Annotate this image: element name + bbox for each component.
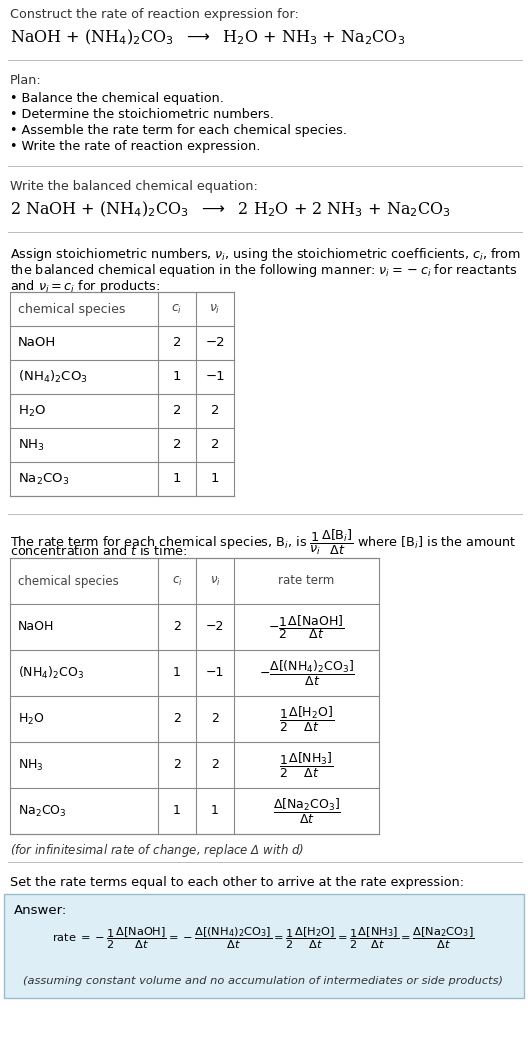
Text: rate $= -\dfrac{1}{2}\dfrac{\Delta[\mathrm{NaOH}]}{\Delta t} = -\dfrac{\Delta[(\: rate $= -\dfrac{1}{2}\dfrac{\Delta[\math… <box>52 926 474 951</box>
Text: $\mathrm{H_2O}$: $\mathrm{H_2O}$ <box>18 404 46 418</box>
Text: $-\dfrac{1}{2}\dfrac{\Delta[\mathrm{NaOH}]}{\Delta t}$: $-\dfrac{1}{2}\dfrac{\Delta[\mathrm{NaOH… <box>268 613 345 641</box>
Text: $\mathrm{Na_2CO_3}$: $\mathrm{Na_2CO_3}$ <box>18 472 69 486</box>
Text: 2: 2 <box>173 620 181 634</box>
Text: 1: 1 <box>173 666 181 680</box>
Text: • Balance the chemical equation.: • Balance the chemical equation. <box>10 92 224 105</box>
Text: $\mathrm{NH_3}$: $\mathrm{NH_3}$ <box>18 437 45 453</box>
Text: −2: −2 <box>205 337 225 349</box>
Text: $\mathrm{H_2O}$: $\mathrm{H_2O}$ <box>18 711 45 727</box>
Text: • Write the rate of reaction expression.: • Write the rate of reaction expression. <box>10 140 260 153</box>
Text: $\mathrm{Na_2CO_3}$: $\mathrm{Na_2CO_3}$ <box>18 803 67 819</box>
Text: $\nu_i$: $\nu_i$ <box>209 574 220 588</box>
Text: 2: 2 <box>211 758 219 772</box>
Text: Construct the rate of reaction expression for:: Construct the rate of reaction expressio… <box>10 8 299 21</box>
Text: 2: 2 <box>173 405 181 417</box>
Text: −1: −1 <box>205 370 225 384</box>
Text: Answer:: Answer: <box>14 904 67 917</box>
Bar <box>10 558 379 834</box>
Text: • Determine the stoichiometric numbers.: • Determine the stoichiometric numbers. <box>10 108 274 121</box>
Text: the balanced chemical equation in the following manner: $\nu_i = -c_i$ for react: the balanced chemical equation in the fo… <box>10 262 517 279</box>
Text: $c_i$: $c_i$ <box>172 574 182 588</box>
Text: 2: 2 <box>211 438 219 452</box>
Text: NaOH: NaOH <box>18 620 55 634</box>
Text: 2: 2 <box>173 438 181 452</box>
Text: $(\mathrm{NH_4})_2\mathrm{CO_3}$: $(\mathrm{NH_4})_2\mathrm{CO_3}$ <box>18 369 88 385</box>
Text: 2: 2 <box>211 405 219 417</box>
Text: concentration and $t$ is time:: concentration and $t$ is time: <box>10 544 188 558</box>
Text: 1: 1 <box>173 473 181 485</box>
Text: 1: 1 <box>173 804 181 818</box>
Text: The rate term for each chemical species, B$_i$, is $\dfrac{1}{\nu_i}\dfrac{\Delt: The rate term for each chemical species,… <box>10 528 517 558</box>
Text: rate term: rate term <box>278 574 334 588</box>
Bar <box>10 292 234 496</box>
FancyBboxPatch shape <box>4 894 524 998</box>
Text: chemical species: chemical species <box>18 302 126 316</box>
Text: $\dfrac{\Delta[\mathrm{Na_2CO_3}]}{\Delta t}$: $\dfrac{\Delta[\mathrm{Na_2CO_3}]}{\Delt… <box>272 796 340 825</box>
Text: $\nu_i$: $\nu_i$ <box>209 302 220 316</box>
Text: 2: 2 <box>173 712 181 726</box>
Text: −2: −2 <box>206 620 224 634</box>
Text: $c_i$: $c_i$ <box>171 302 183 316</box>
Text: $\mathrm{NH_3}$: $\mathrm{NH_3}$ <box>18 757 44 773</box>
Text: $(\mathrm{NH_4})_2\mathrm{CO_3}$: $(\mathrm{NH_4})_2\mathrm{CO_3}$ <box>18 665 84 681</box>
Text: Set the rate terms equal to each other to arrive at the rate expression:: Set the rate terms equal to each other t… <box>10 876 464 889</box>
Text: Assign stoichiometric numbers, $\nu_i$, using the stoichiometric coefficients, $: Assign stoichiometric numbers, $\nu_i$, … <box>10 246 521 263</box>
Text: 2 NaOH $+$ (NH$_4$)$_2$CO$_3$  $\longrightarrow$  2 H$_2$O $+$ 2 NH$_3$ $+$ Na$_: 2 NaOH $+$ (NH$_4$)$_2$CO$_3$ $\longrigh… <box>10 200 451 220</box>
Text: 2: 2 <box>173 337 181 349</box>
Text: Write the balanced chemical equation:: Write the balanced chemical equation: <box>10 180 258 194</box>
Text: $\dfrac{1}{2}\dfrac{\Delta[\mathrm{H_2O}]}{\Delta t}$: $\dfrac{1}{2}\dfrac{\Delta[\mathrm{H_2O}… <box>279 705 334 733</box>
Text: 2: 2 <box>211 712 219 726</box>
Text: 1: 1 <box>211 804 219 818</box>
Text: $-\dfrac{\Delta[(\mathrm{NH_4})_2\mathrm{CO_3}]}{\Delta t}$: $-\dfrac{\Delta[(\mathrm{NH_4})_2\mathrm… <box>259 659 355 687</box>
Text: 1: 1 <box>211 473 219 485</box>
Text: 2: 2 <box>173 758 181 772</box>
Text: (assuming constant volume and no accumulation of intermediates or side products): (assuming constant volume and no accumul… <box>23 976 503 986</box>
Text: −1: −1 <box>206 666 224 680</box>
Text: Plan:: Plan: <box>10 74 42 87</box>
Text: $\dfrac{1}{2}\dfrac{\Delta[\mathrm{NH_3}]}{\Delta t}$: $\dfrac{1}{2}\dfrac{\Delta[\mathrm{NH_3}… <box>279 750 334 779</box>
Text: (for infinitesimal rate of change, replace Δ with $d$): (for infinitesimal rate of change, repla… <box>10 842 304 859</box>
Text: 1: 1 <box>173 370 181 384</box>
Text: and $\nu_i = c_i$ for products:: and $\nu_i = c_i$ for products: <box>10 278 160 295</box>
Text: NaOH $+$ (NH$_4$)$_2$CO$_3$  $\longrightarrow$  H$_2$O $+$ NH$_3$ $+$ Na$_2$CO$_: NaOH $+$ (NH$_4$)$_2$CO$_3$ $\longrighta… <box>10 28 405 47</box>
Text: NaOH: NaOH <box>18 337 56 349</box>
Text: • Assemble the rate term for each chemical species.: • Assemble the rate term for each chemic… <box>10 124 347 137</box>
Text: chemical species: chemical species <box>18 574 119 588</box>
